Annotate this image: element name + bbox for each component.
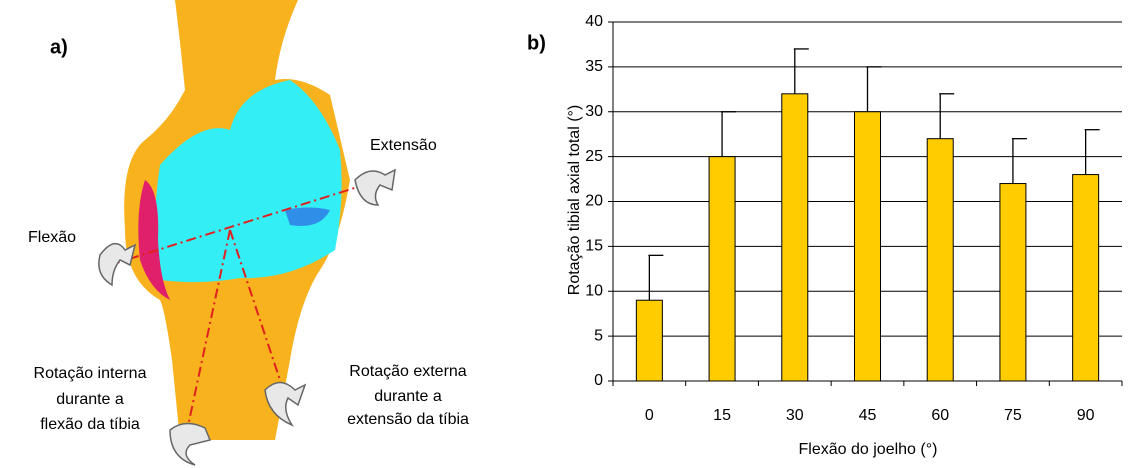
y-tick-label: 5	[594, 327, 603, 344]
x-tick-label: 15	[713, 407, 731, 424]
bar	[709, 157, 735, 381]
x-tick-label: 0	[645, 407, 654, 424]
annotation: Flexão	[28, 229, 76, 246]
annotation: Extensão	[370, 137, 437, 154]
panel-label: a)	[50, 36, 68, 58]
annotation: Rotação externa	[349, 363, 467, 380]
x-tick-label: 30	[786, 407, 804, 424]
annotation: durante a	[374, 388, 442, 405]
bar	[636, 300, 662, 381]
y-tick-label: 30	[585, 103, 603, 120]
y-tick-label: 10	[585, 282, 603, 299]
y-tick-label: 20	[585, 193, 603, 210]
y-axis-label: Rotação tibial axial total (°)	[566, 105, 583, 295]
annotation: Rotação interna	[34, 365, 147, 382]
knee-illustration: a) Extensão Flexão Rotação interna duran…	[28, 0, 469, 465]
x-axis-label: Flexão do joelho (°)	[799, 441, 938, 458]
x-tick-label: 75	[1004, 407, 1022, 424]
bar	[855, 112, 881, 381]
x-tick-label: 60	[931, 407, 949, 424]
x-tick-label: 45	[859, 407, 877, 424]
x-tick-label: 90	[1077, 407, 1095, 424]
bar	[782, 94, 808, 381]
bar	[927, 139, 953, 381]
y-tick-label: 40	[585, 13, 603, 30]
figure: a) Extensão Flexão Rotação interna duran…	[0, 0, 1139, 468]
y-tick-label: 35	[585, 58, 603, 75]
bar	[1000, 184, 1026, 381]
y-tick-label: 25	[585, 148, 603, 165]
bar	[1073, 175, 1099, 381]
y-tick-label: 15	[585, 238, 603, 255]
annotation: durante a	[56, 391, 124, 408]
annotation: flexão da tíbia	[40, 416, 140, 433]
panel-label: b)	[527, 32, 546, 54]
y-tick-label: 0	[594, 372, 603, 389]
arrow	[99, 244, 135, 285]
annotation: extensão da tíbia	[347, 411, 469, 428]
arrow	[170, 423, 210, 465]
arrow	[355, 170, 395, 205]
